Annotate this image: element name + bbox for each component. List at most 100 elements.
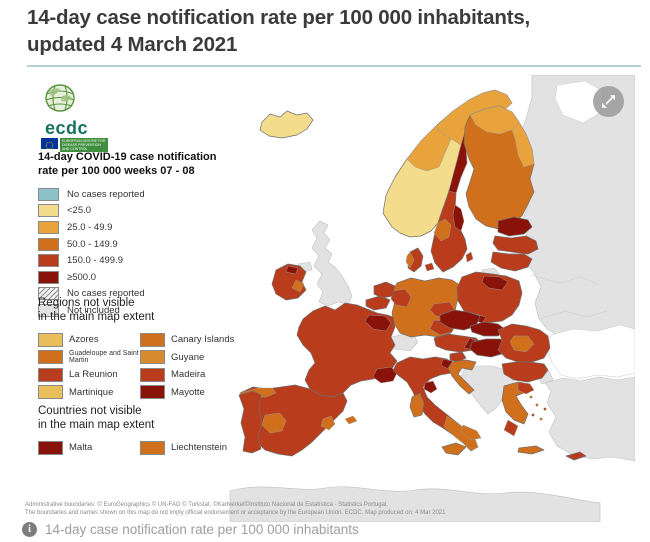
legend-title: 14-day COVID-19 case notification rate p… [38, 151, 217, 177]
region-item-martinique: Martinique [38, 385, 140, 400]
swatch-guyane [140, 350, 165, 365]
map-panel: ecdc European Centre for Disease Prevent… [15, 75, 635, 522]
legend-swatch-lt25 [38, 204, 59, 218]
map-region-uk [311, 220, 353, 307]
legend-item: No cases reported [38, 186, 248, 203]
region-item-madeira: Madeira [140, 367, 270, 382]
map-region-latvia[interactable] [492, 235, 539, 255]
legend-item: 25.0 - 49.9 [38, 219, 248, 236]
map-region-france-northeast[interactable] [364, 314, 392, 332]
map-region-sicily[interactable] [441, 442, 467, 456]
map-region-estonia[interactable] [497, 216, 533, 237]
border-line-2 [538, 310, 608, 320]
map-attribution: Administrative boundaries: © EuroGeograp… [25, 502, 446, 516]
legend-swatch-no-cases [38, 187, 59, 201]
regions-section-title: Regions not visible in the main map exte… [38, 297, 155, 323]
region-item-guadeloupe: Guadeloupe and Saint Martin [38, 350, 140, 365]
legend-swatch-25-49 [38, 220, 59, 234]
page-title-line1: 14-day case notification rate per 100 00… [27, 6, 531, 29]
legend-item: 50.0 - 149.9 [38, 236, 248, 253]
swatch-guadeloupe [38, 350, 63, 365]
legend-item: ≥500.0 [38, 269, 248, 286]
map-region-peloponnese[interactable] [503, 419, 519, 437]
region-item-guyane: Guyane [140, 350, 270, 365]
map-region-finland-east[interactable] [511, 121, 535, 168]
legend-item: No cases reported [38, 286, 248, 303]
aegean-island-icon [531, 413, 535, 417]
map-region-sardinia[interactable] [409, 392, 425, 418]
countries-not-visible-section: Countries not visible in the main map ex… [38, 405, 278, 457]
eu-flag-icon [41, 138, 58, 150]
map-region-romania-center[interactable] [509, 335, 535, 353]
expand-icon [602, 95, 615, 108]
map-region-poland-northeast[interactable] [481, 275, 509, 291]
map-region-croatia[interactable] [447, 359, 477, 395]
region-item-azores: Azores [38, 332, 140, 347]
ecdc-subtext: European Centre for Disease Prevention a… [60, 138, 108, 152]
map-region-bulgaria[interactable] [501, 361, 549, 383]
map-region-sweden-east[interactable] [452, 204, 465, 232]
page-title: 14-day case notification rate per 100 00… [27, 4, 641, 67]
legend-swatch-ge500 [38, 270, 59, 284]
legend-swatch-150-499 [38, 254, 59, 268]
countries-section-title: Countries not visible in the main map ex… [38, 405, 155, 431]
swatch-canary-islands [140, 332, 165, 347]
map-legend: 14-day COVID-19 case notification rate p… [38, 151, 248, 319]
map-region-cyprus[interactable] [565, 451, 587, 461]
map-region-belgium[interactable] [365, 295, 391, 311]
legend-swatch-not-included [38, 303, 59, 317]
country-item-liechtenstein: Liechtenstein [140, 440, 270, 455]
map-region-iceland[interactable] [259, 110, 314, 139]
map-region-turkey [544, 376, 635, 462]
aegean-island-icon [529, 395, 533, 399]
map-region-ireland-north[interactable] [285, 265, 299, 275]
map-region-norway-mid[interactable] [406, 126, 452, 172]
aegean-island-icon [543, 407, 547, 411]
swatch-malta [38, 440, 63, 455]
aegean-island-icon [539, 417, 543, 421]
swatch-azores [38, 332, 63, 347]
legend-item: 150.0 - 499.9 [38, 252, 248, 269]
map-region-north-africa [229, 486, 601, 522]
aegean-island-icon [535, 403, 539, 407]
regions-not-visible-section: Regions not visible in the main map exte… [38, 297, 278, 401]
caption-text: 14-day case notification rate per 100 00… [45, 522, 359, 537]
country-item-malta: Malta [38, 440, 140, 455]
ecdc-wordmark: ecdc [45, 118, 89, 138]
europe-map [229, 75, 635, 522]
map-region-germany-west[interactable] [390, 288, 412, 308]
border-line-1 [530, 274, 600, 286]
ecdc-logo: ecdc European Centre for Disease Prevent… [31, 83, 121, 152]
map-region-italy-central[interactable] [423, 380, 438, 394]
map-region-denmark-west[interactable] [405, 251, 415, 269]
map-region-spain-central[interactable] [261, 412, 287, 434]
swatch-liechtenstein [140, 440, 165, 455]
map-region-balearics[interactable] [344, 415, 358, 425]
page-title-line2: updated 4 March 2021 [27, 33, 238, 56]
legend-item: <25.0 [38, 203, 248, 220]
legend-item: Not included [38, 302, 248, 319]
map-region-apulia[interactable] [460, 424, 482, 441]
swatch-mayotte [140, 385, 165, 400]
map-region-france-southeast[interactable] [372, 366, 398, 384]
map-region-portugal[interactable] [238, 390, 263, 454]
map-region-denmark-islands[interactable] [424, 262, 435, 272]
swatch-martinique [38, 385, 63, 400]
expand-button[interactable] [593, 86, 624, 117]
map-region-sweden-west[interactable] [433, 218, 452, 242]
map-region-netherlands[interactable] [373, 281, 396, 299]
black-sea [547, 324, 635, 380]
info-icon: i [22, 522, 37, 537]
map-region-italy-south[interactable] [443, 415, 479, 452]
white-sea [554, 80, 604, 124]
map-region-lithuania[interactable] [490, 251, 533, 272]
region-item-canary-islands: Canary Islands [140, 332, 270, 347]
map-region-spain-east[interactable] [320, 415, 336, 431]
map-region-greece-north[interactable] [517, 381, 535, 395]
map-region-slovenia[interactable] [449, 351, 467, 363]
map-region-crete[interactable] [517, 445, 545, 455]
map-region-ireland-east[interactable] [291, 279, 305, 293]
map-region-gotland[interactable] [465, 251, 474, 263]
region-item-mayotte: Mayotte [140, 385, 270, 400]
